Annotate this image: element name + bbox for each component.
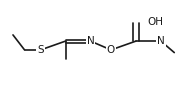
Text: S: S bbox=[37, 45, 44, 55]
Text: O: O bbox=[107, 45, 115, 55]
Text: N: N bbox=[87, 36, 94, 46]
Text: N: N bbox=[157, 36, 165, 46]
Text: OH: OH bbox=[148, 17, 163, 27]
